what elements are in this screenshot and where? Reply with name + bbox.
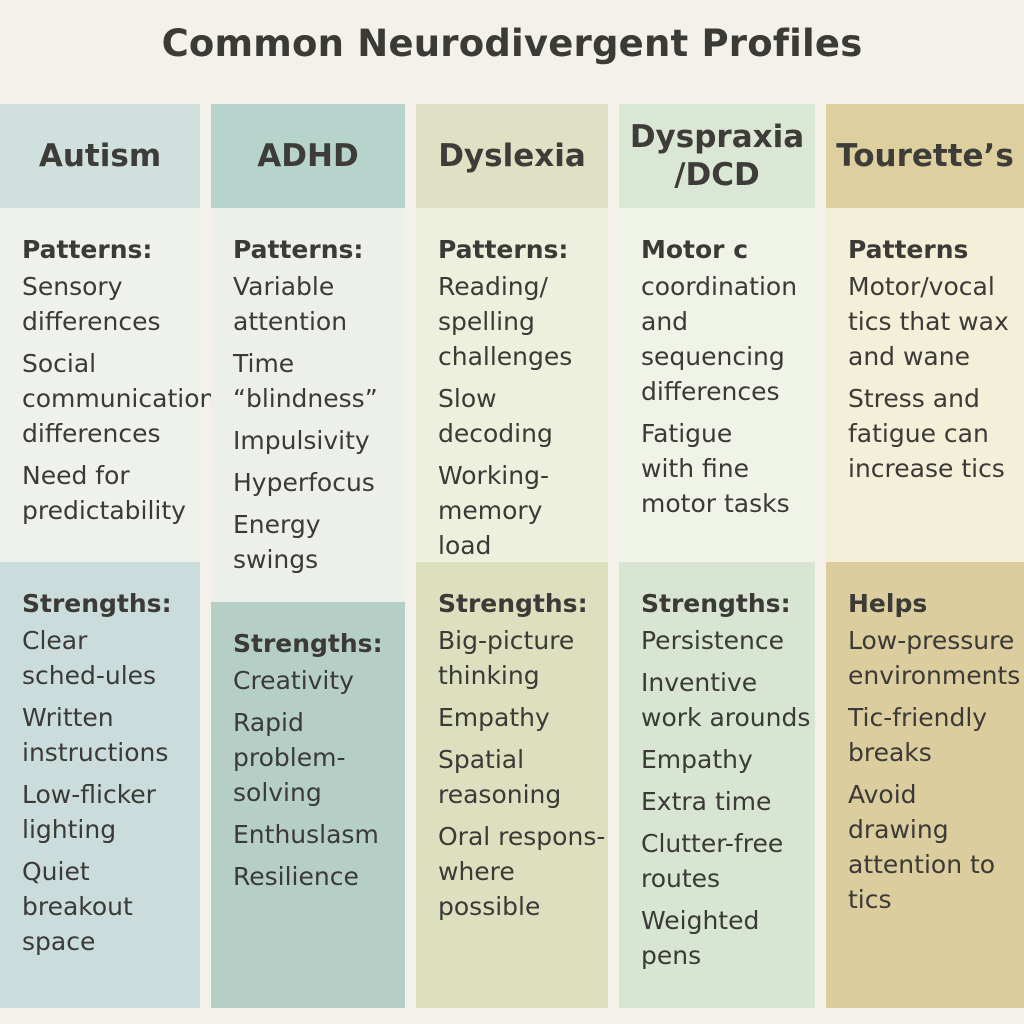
list-item: Reading/ spelling challenges	[438, 272, 573, 371]
patterns-section: Patterns: Sensory differences Social com…	[0, 208, 216, 562]
list-item: Enthuslasm	[233, 820, 379, 849]
list-item: Social communication differences	[22, 349, 216, 448]
strengths-section: Strengths: Persistence Inventive work ar…	[619, 562, 815, 1008]
section-label: Motor c	[641, 235, 749, 264]
list-item: Oral respons-where possible	[438, 822, 606, 921]
strengths-section: Strengths: Creativity Rapid problem-solv…	[211, 602, 405, 1008]
list-item: Stress and fatigue can increase tics	[848, 384, 1005, 483]
list-item: Empathy	[641, 745, 753, 774]
list-item: Written instructions	[22, 703, 169, 767]
section-label: Strengths:	[233, 629, 383, 658]
list-item: Low-pressure environments	[848, 626, 1021, 690]
column-heading: Tourette’s	[826, 104, 1024, 208]
list-item: Impulsivity	[233, 426, 370, 455]
patterns-section: Patterns: Reading/ spelling challenges S…	[416, 208, 608, 562]
column-heading: Dyslexia	[416, 104, 608, 208]
section-label: Strengths:	[438, 589, 588, 618]
page-title: Common Neurodivergent Profiles	[161, 22, 863, 65]
column-heading: Autism	[0, 104, 200, 208]
list-item: coordination and sequencing differences	[641, 272, 798, 406]
patterns-section: Patterns Motor/vocal tics that wax and w…	[826, 208, 1024, 562]
list-item: Clear sched-ules	[22, 626, 157, 690]
column-autism: Autism Patterns: Sensory differences Soc…	[0, 104, 216, 1008]
column-heading: ADHD	[211, 104, 405, 208]
column-dyslexia: Dyslexia Patterns: Reading/ spelling cha…	[416, 104, 608, 1008]
strengths-section: Strengths: Big-picture thinking Empathy …	[416, 562, 608, 1008]
section-label: Patterns:	[22, 235, 153, 264]
patterns-section: Patterns: Variable attention Time “blind…	[211, 208, 405, 602]
list-item: Avoid drawing attention to tics	[848, 780, 996, 914]
section-label: Strengths:	[641, 589, 791, 618]
list-item: Hyperfocus	[233, 468, 375, 497]
list-item: Variable attention	[233, 272, 348, 336]
list-item: Motor/vocal tics that wax and wane	[848, 272, 1009, 371]
list-item: Slow decoding	[438, 384, 553, 448]
list-item: Resilience	[233, 862, 359, 891]
list-item: Working-memory load	[438, 461, 549, 560]
helps-section: Helps Low-pressure environments Tic-frie…	[826, 562, 1024, 1008]
section-label: Helps	[848, 589, 928, 618]
section-label: Patterns	[848, 235, 969, 264]
column-heading: Dyspraxia /DCD	[619, 104, 815, 208]
patterns-section: Motor c coordination and sequencing diff…	[619, 208, 815, 562]
list-item: Time “blindness”	[233, 349, 378, 413]
list-item: Quiet breakout space	[22, 857, 133, 956]
list-item: Big-picture thinking	[438, 626, 575, 690]
list-item: Clutter-free routes	[641, 829, 784, 893]
list-item: Inventive work arounds	[641, 668, 811, 732]
list-item: Empathy	[438, 703, 550, 732]
list-item: Low-flicker lighting	[22, 780, 156, 844]
strengths-section: Strengths: Clear sched-ules Written inst…	[0, 562, 200, 1008]
list-item: Need for predictability	[22, 461, 186, 525]
column-dyspraxia: Dyspraxia /DCD Motor c coordination and …	[619, 104, 815, 1008]
column-adhd: ADHD Patterns: Variable attention Time “…	[211, 104, 405, 1008]
list-item: Tic-friendly breaks	[848, 703, 988, 767]
list-item: Creativity	[233, 666, 354, 695]
list-item: Sensory differences	[22, 272, 161, 336]
list-item: Spatial reasoning	[438, 745, 562, 809]
list-item: Extra time	[641, 787, 772, 816]
list-item: Fatigue with fine motor tasks	[641, 419, 790, 518]
list-item: Persistence	[641, 626, 784, 655]
list-item: Energy swings	[233, 510, 321, 574]
section-label: Strengths:	[22, 589, 172, 618]
section-label: Patterns:	[233, 235, 364, 264]
list-item: Weighted pens	[641, 906, 760, 970]
column-tourettes: Tourette’s Patterns Motor/vocal tics tha…	[826, 104, 1024, 1008]
section-label: Patterns:	[438, 235, 569, 264]
list-item: Rapid problem-solving	[233, 708, 346, 807]
